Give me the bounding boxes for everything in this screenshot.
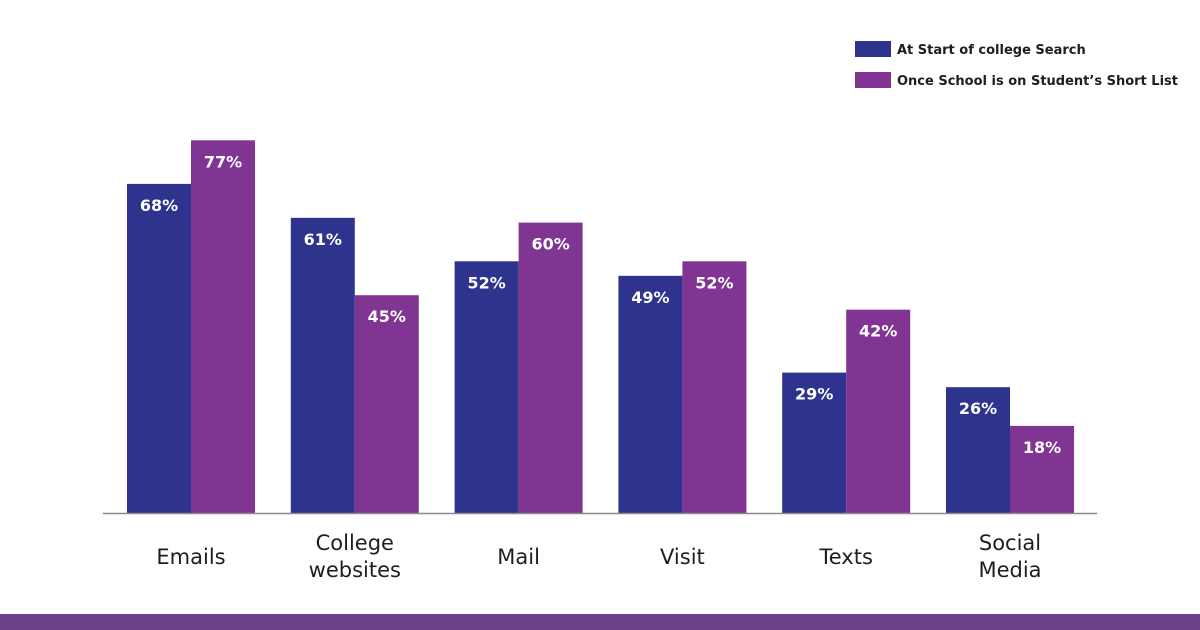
bar-s2-c3 (518, 222, 583, 513)
bar-s1-c6 (946, 387, 1010, 513)
value-label-s2-c3: 60% (531, 235, 569, 254)
value-label-s1-c5: 29% (795, 385, 833, 404)
legend-swatch-2 (855, 72, 891, 88)
value-label-s2-c2: 45% (368, 307, 406, 326)
category-label-4: Visit (660, 545, 705, 569)
bar-s1-c2 (290, 217, 355, 514)
bar-s1-c3 (454, 261, 519, 513)
bar-s1-c1 (127, 183, 191, 513)
bar-s2-c1 (191, 140, 255, 514)
value-label-s1-c2: 61% (304, 230, 342, 249)
bar-s1-c5 (782, 372, 847, 513)
value-label-s2-c1: 77% (204, 152, 242, 171)
legend-label-2: Once School is on Student’s Short List (897, 74, 1178, 89)
bar-s2-c5 (846, 309, 911, 513)
value-label-s1-c1: 68% (140, 196, 178, 215)
bar-s2-c4 (682, 261, 747, 513)
bar-s1-c4 (618, 275, 683, 513)
value-label-s1-c3: 52% (467, 273, 505, 292)
category-label-3: Mail (497, 545, 540, 569)
category-label-5: Texts (818, 545, 872, 569)
bar-s2-c6 (1010, 425, 1074, 513)
bottom-bar (0, 614, 1200, 630)
value-label-s2-c5: 42% (859, 322, 897, 341)
legend-label-1: At Start of college Search (897, 43, 1086, 58)
category-label-6: Social Media (978, 531, 1041, 582)
category-label-2: College websites (309, 531, 401, 582)
bar-s2-c2 (354, 295, 419, 513)
value-label-s1-c6: 26% (959, 399, 997, 418)
value-label-s2-c6: 18% (1023, 438, 1061, 457)
value-label-s1-c4: 49% (631, 288, 669, 307)
category-label-1: Emails (156, 545, 225, 569)
value-label-s2-c4: 52% (695, 273, 733, 292)
legend-swatch-1 (855, 41, 891, 57)
